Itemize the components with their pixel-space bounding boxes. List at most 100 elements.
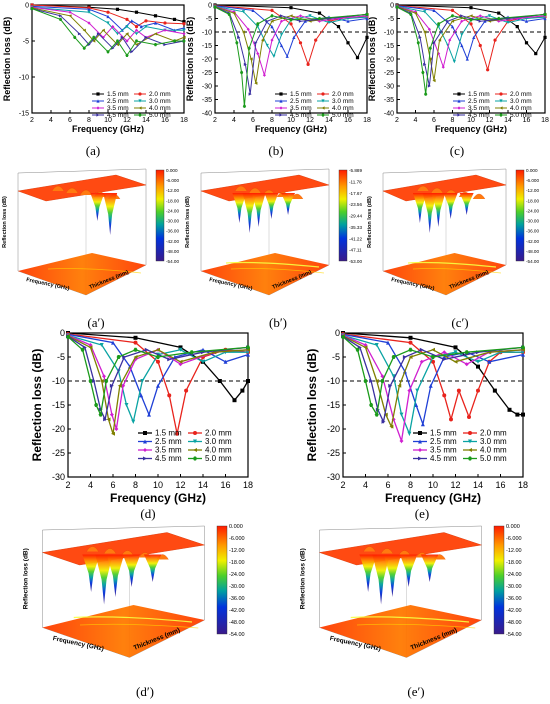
colorbar [493,525,505,635]
y-tick-label: -15 [52,400,65,410]
data-point [543,12,547,17]
surface-top [17,174,147,202]
y-tick-label: -5 [206,16,212,23]
y-tick-label: -10 [327,376,340,386]
chart-a: 2 4 6 8 10 12 14 16 18 0 -5 -10 -15 Frequency (GHz) Re… [2,2,188,134]
data-point [420,422,425,427]
floor-curve [79,623,199,629]
surface-top [200,174,330,202]
data-point [317,19,322,23]
legend-label: 5.0 mm [332,112,354,119]
legend-marker [468,448,472,452]
data-point [125,53,129,57]
surface-ridge [472,193,486,200]
legend-marker [321,99,325,103]
data-point [408,340,413,345]
data-point [163,43,167,47]
legend-label: 4.5 mm [290,112,312,119]
y-tick-label: -15 [384,43,394,50]
data-point [524,41,529,45]
data-point [432,79,436,83]
data-point [133,340,138,345]
data-point [133,335,138,340]
colorbar-label: -12.00 [229,548,245,554]
data-point [125,17,129,21]
floor-curve [350,616,470,623]
data-point [380,374,385,379]
colorbar-label: -54.00 [506,632,522,638]
colorbar-label: -36.00 [506,596,522,602]
data-point [182,19,186,24]
colorbar-label: -18.00 [506,560,522,566]
colorbar-label: -48.00 [166,249,179,254]
data-point [77,32,82,36]
data-point [363,345,368,350]
z-axis-title-3d: Reflection loss (dB) [300,548,307,609]
data-point [289,6,293,10]
colorbar-label: -54.00 [166,259,179,264]
surface-dip [251,193,266,227]
surface-ridge [248,187,262,194]
data-point [431,355,435,359]
legend-label: 4.0 mm [205,446,232,455]
data-point [134,43,139,47]
data-point [99,343,104,347]
y-axis-title: Reflection loss (dB) [367,17,377,102]
y-tick-label: -35 [384,97,394,104]
data-point [153,32,158,36]
data-point [232,11,236,15]
label-b3: (b′) [268,315,287,330]
x-tick-label: 18 [518,480,528,490]
label-e: (e) [414,506,430,521]
x-tick-label: 12 [486,117,494,124]
colorbar-label: -41.22 [349,236,362,241]
label-e3: (e′) [407,684,425,699]
surface-c3: Frequency (GHz) Thickness (mm)Reflection … [367,168,539,296]
legend-label: 2.0 mm [149,91,171,98]
data-point [122,355,127,359]
data-point [246,27,250,31]
data-point [121,383,126,388]
y-tick-label: -20 [327,424,340,434]
x-tick-label: 12 [123,117,131,124]
surface-ridge [234,185,248,192]
data-point [399,439,404,443]
x-tick-label: 8 [87,117,91,124]
data-point [96,32,101,36]
data-point [437,38,442,42]
data-point [144,347,149,352]
data-point [336,25,341,29]
legend-marker [499,113,503,117]
colorbar-label: -36.00 [229,596,245,602]
legend-label: 5.0 mm [480,454,507,463]
floor-curve [356,623,476,629]
data-point [469,22,473,26]
legend-marker [418,456,422,461]
legend-marker [457,113,461,117]
surface-dip [431,193,446,227]
data-point [464,362,469,367]
data-point [432,8,436,12]
legend-marker [279,92,283,96]
data-point [388,383,393,388]
colorbar-label: -11.78 [349,179,362,184]
data-point [427,27,431,31]
legend-label: 3.0 mm [510,98,532,105]
data-point [232,398,237,403]
data-point [265,19,269,23]
surface-dip [264,193,279,219]
x-tick-label: 10 [467,117,475,124]
data-point [68,10,72,14]
data-point [134,39,139,43]
data-point [235,41,239,45]
x-tick-label: 10 [428,480,438,490]
colorbar-label: -42.00 [526,239,539,244]
data-point [365,35,369,39]
data-point [106,10,110,14]
data-point [120,35,124,39]
legend-marker [138,92,142,96]
legend-marker [96,106,100,110]
data-point [106,417,111,422]
x-tick-label: 6 [432,117,436,124]
y-tick-label: -10 [202,29,212,36]
